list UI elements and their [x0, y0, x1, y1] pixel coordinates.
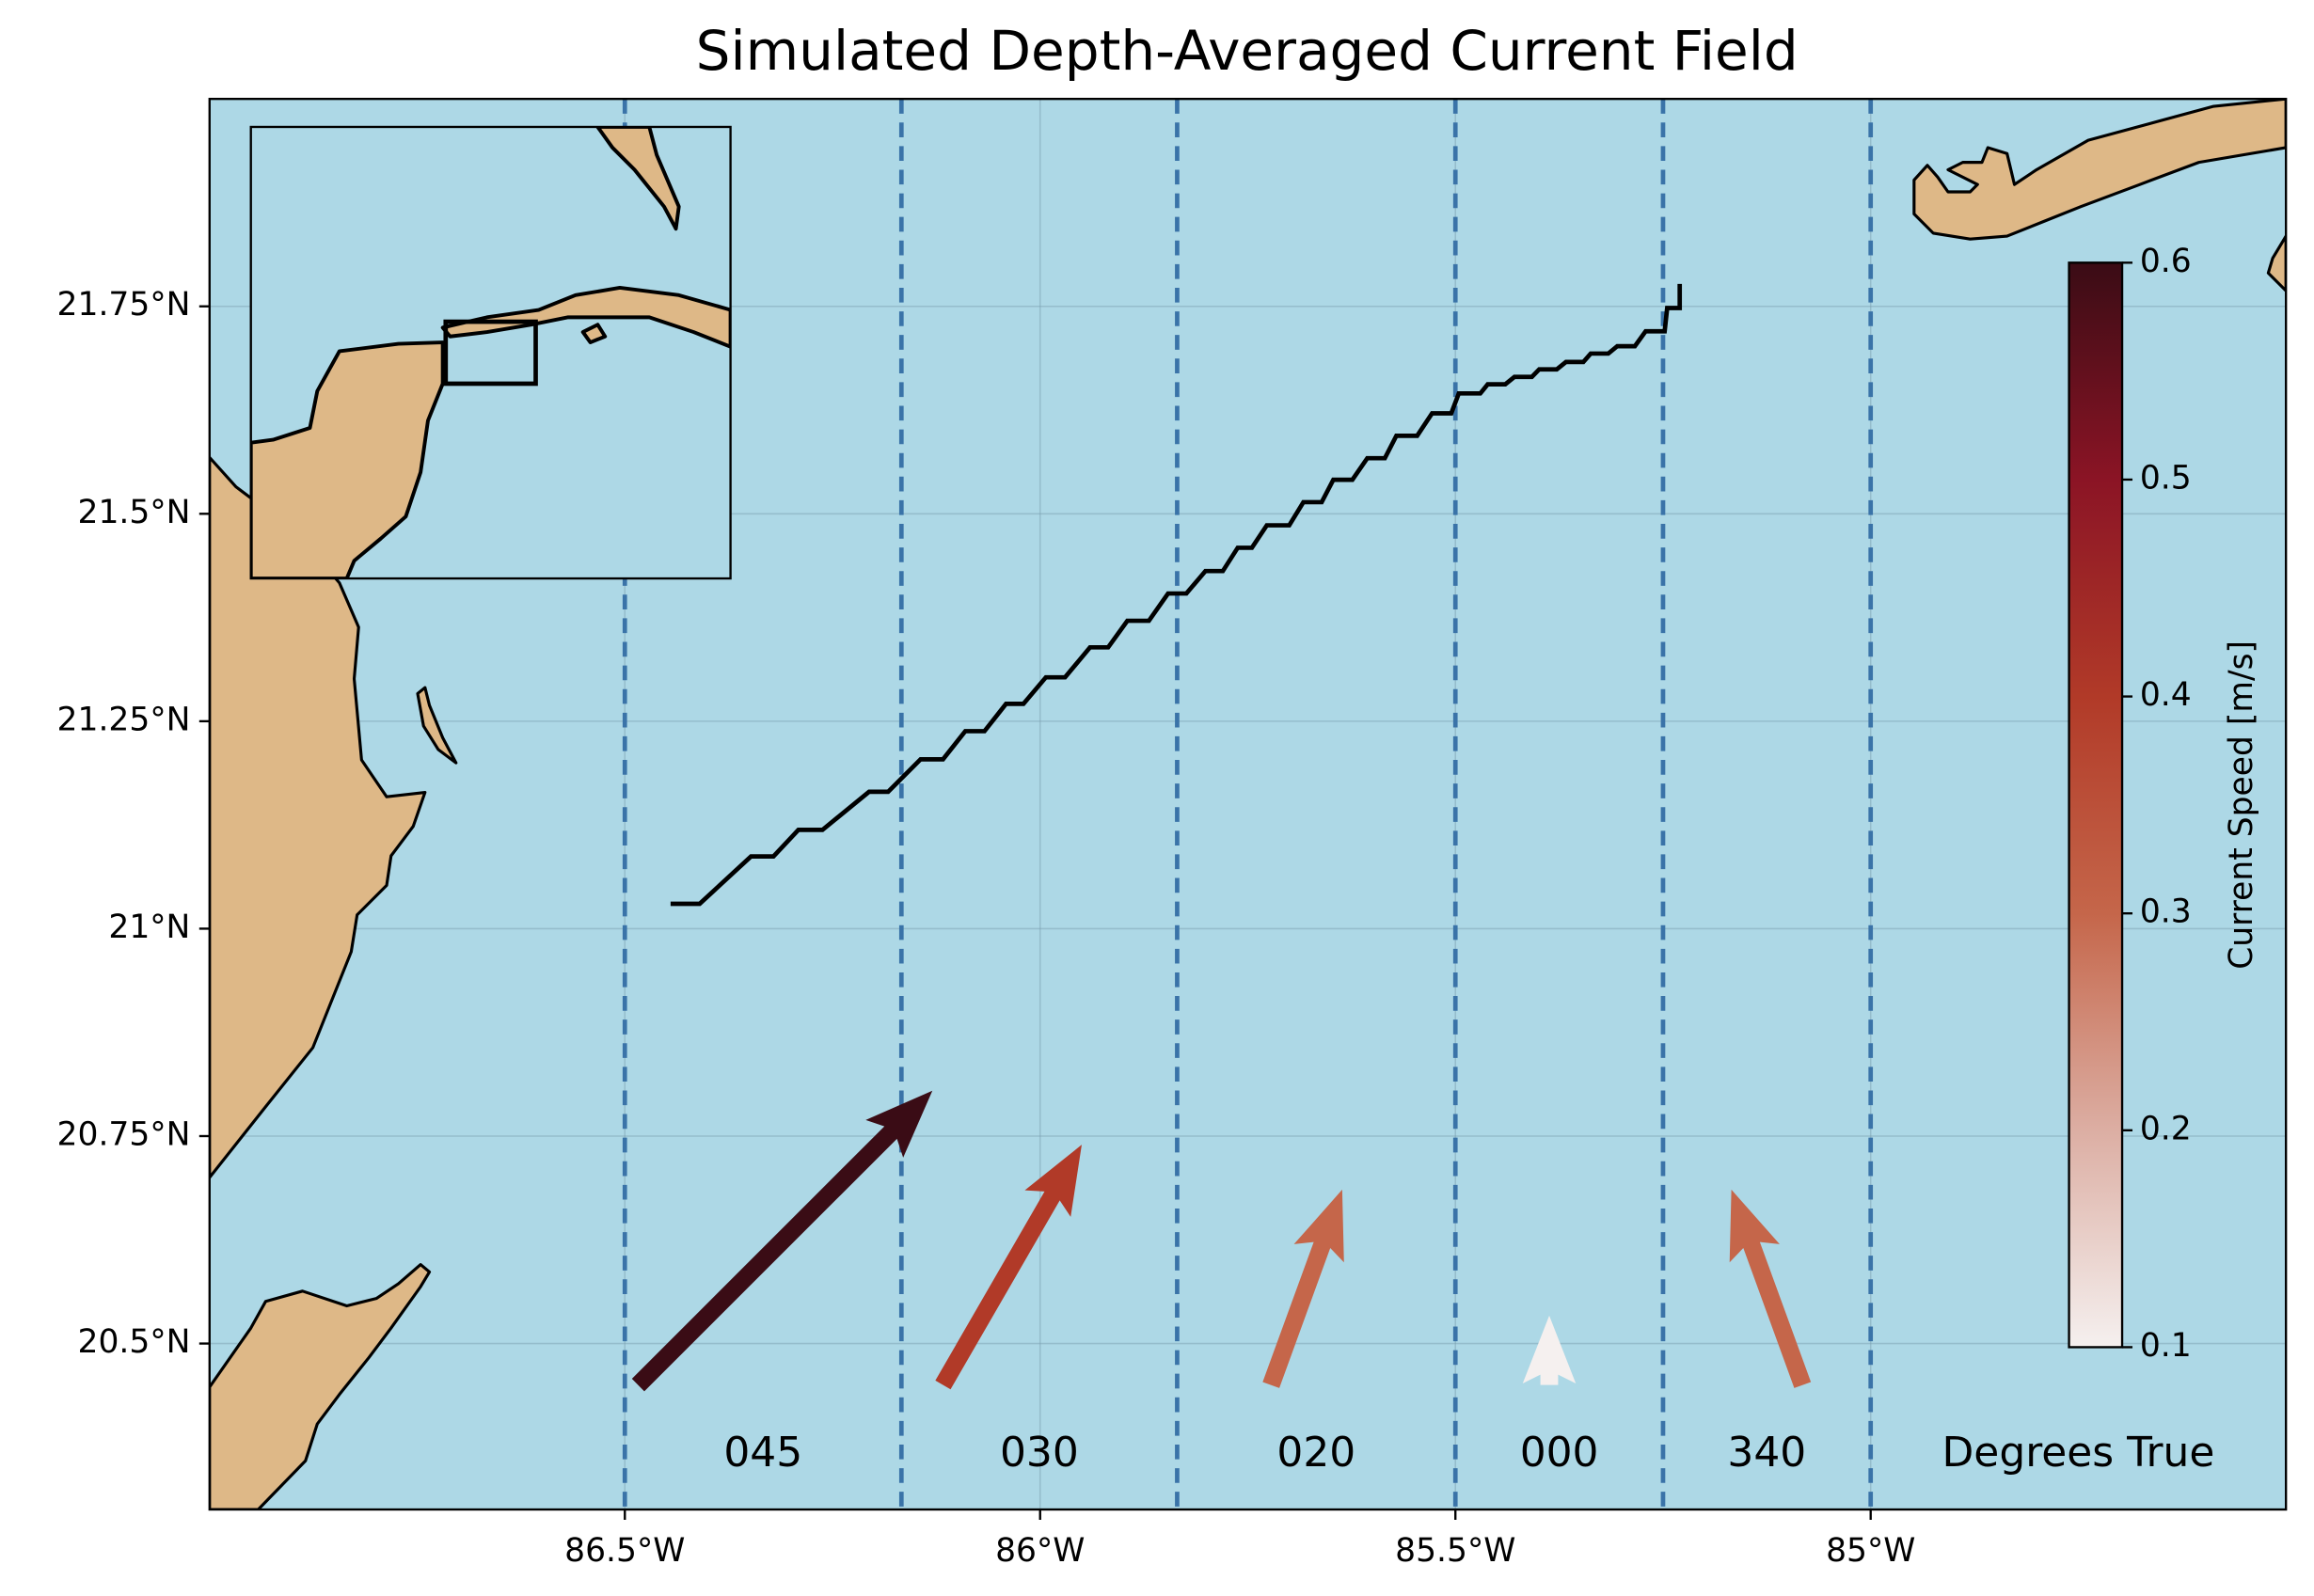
- colorbar-tick-label: 0.3: [2140, 893, 2192, 931]
- y-tick-label: 20.75°N: [57, 1115, 191, 1153]
- direction-label: 045: [723, 1429, 802, 1477]
- island: [580, 323, 608, 344]
- inset-land: [250, 126, 731, 579]
- chart-title: Simulated Depth-Averaged Current Field: [696, 19, 1799, 83]
- land: [209, 99, 2287, 1510]
- coastline: [209, 1263, 432, 1510]
- x-tick-label: 86.5°W: [564, 1532, 685, 1570]
- florida: [595, 126, 681, 231]
- direction-label: 000: [1520, 1429, 1599, 1477]
- colorbar: 0.1 0.2 0.3 0.4 0.5 0.6 Current Speed [m/s]: [2068, 243, 2260, 1365]
- direction-label: 030: [1000, 1429, 1079, 1477]
- coastline: [1912, 99, 2287, 241]
- y-tick-label: 21.75°N: [57, 286, 191, 324]
- colorbar-tick-label: 0.5: [2140, 459, 2192, 497]
- coastline: [2266, 234, 2287, 292]
- cuba: [440, 286, 731, 349]
- inset-map: [249, 125, 732, 580]
- y-tick-label: 20.5°N: [78, 1323, 191, 1361]
- colorbar-tick-label: 0.2: [2140, 1110, 2192, 1147]
- annotation: Degrees True: [1942, 1429, 2215, 1477]
- track: [670, 283, 1683, 907]
- colorbar-label: Current Speed [m/s]: [2223, 640, 2260, 970]
- x-tick-label: 85.5°W: [1395, 1532, 1515, 1570]
- colorbar-tick-label: 0.4: [2140, 676, 2192, 714]
- direction-label: 020: [1276, 1429, 1355, 1477]
- current-arrow: [1522, 1315, 1577, 1385]
- x-tick-label: 85°W: [1826, 1532, 1915, 1570]
- inset-frame: [249, 125, 732, 580]
- colorbar-tick-label: 0.6: [2140, 243, 2192, 280]
- axes: 86.5°W 86°W 85.5°W 85°W 20.5°N 20.75°N 21°N 21.…: [57, 286, 2215, 1570]
- current-arrow: [631, 1090, 933, 1392]
- yucatan: [250, 340, 445, 579]
- y-tick-label: 21.5°N: [78, 494, 191, 531]
- y-tick-label: 21°N: [108, 909, 190, 946]
- direction-label: 340: [1727, 1429, 1806, 1477]
- y-tick-label: 21.25°N: [57, 701, 191, 738]
- colorbar-scale: [2068, 261, 2124, 1349]
- current-arrow: [935, 1145, 1082, 1390]
- coastline: [209, 455, 427, 1179]
- x-tick-label: 86°W: [995, 1532, 1085, 1570]
- current-arrow: [1729, 1189, 1812, 1388]
- island: [416, 686, 458, 765]
- marks: [622, 99, 1874, 1510]
- current-arrow: [1262, 1189, 1344, 1388]
- plot-frame: [208, 97, 2288, 1511]
- inset-extent-box: [443, 319, 538, 387]
- colorbar-tick-label: 0.1: [2140, 1327, 2192, 1365]
